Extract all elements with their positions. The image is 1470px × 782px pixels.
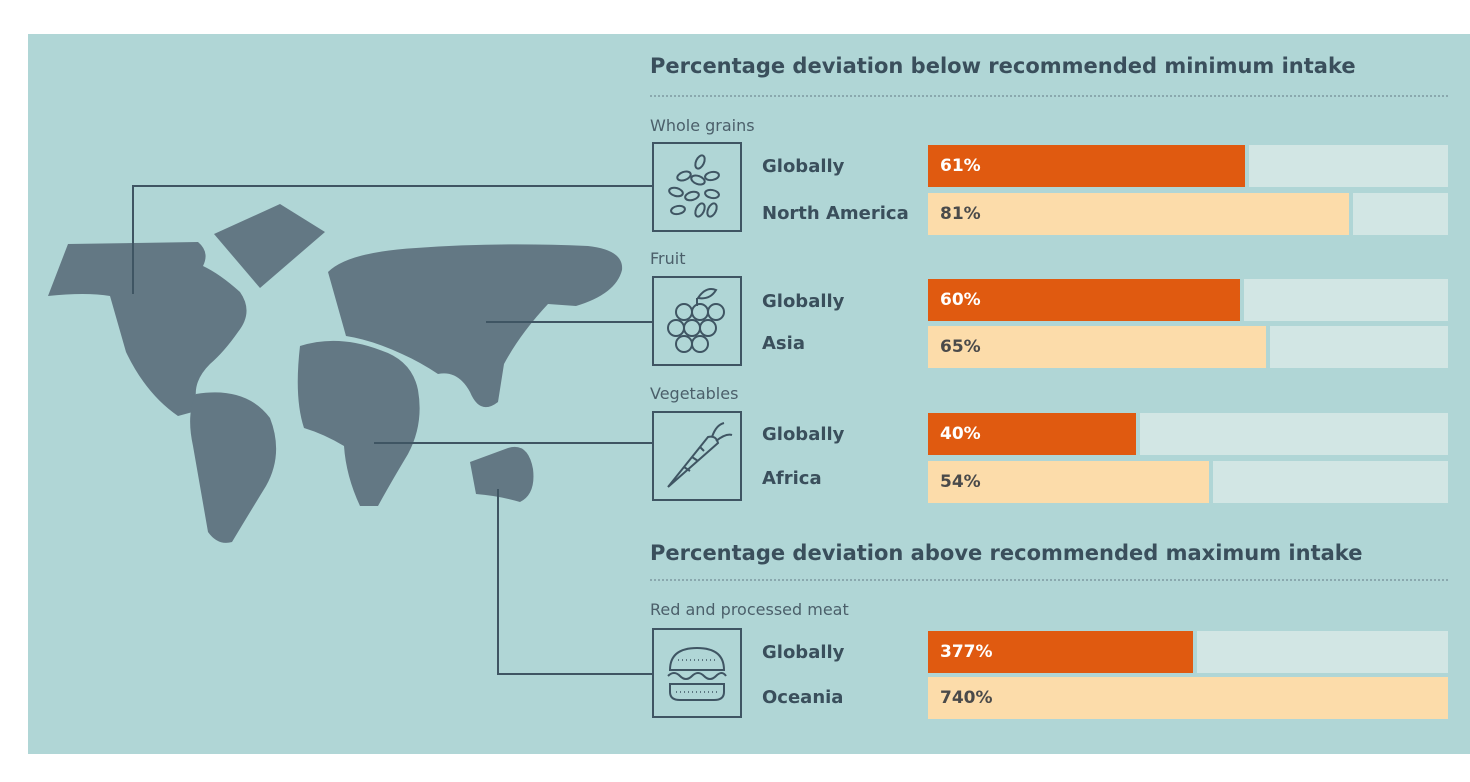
row-label-globally: Globally bbox=[762, 424, 845, 445]
grapes-icon bbox=[652, 276, 742, 366]
bar-track: 81% bbox=[928, 193, 1448, 235]
group-label-fruit: Fruit bbox=[650, 249, 686, 268]
bar-separator bbox=[1266, 326, 1270, 368]
burger-icon bbox=[652, 628, 742, 718]
section-divider bbox=[650, 579, 1448, 581]
bar-separator bbox=[1245, 145, 1249, 187]
section-divider bbox=[650, 95, 1448, 97]
greenland-shape bbox=[214, 204, 325, 288]
bar-value-label: 377% bbox=[940, 642, 993, 662]
bar-value-label: 61% bbox=[940, 156, 981, 176]
south-america-shape bbox=[190, 392, 277, 543]
connector-line-oceania bbox=[497, 489, 652, 675]
bar-vegetables-africa: 54% bbox=[928, 461, 1209, 503]
bar-meat-globally: 377% bbox=[928, 631, 1193, 673]
row-label-globally: Globally bbox=[762, 291, 845, 312]
bar-separator bbox=[1136, 413, 1140, 455]
bar-track: 54% bbox=[928, 461, 1448, 503]
section-title-above-maximum: Percentage deviation above recommended m… bbox=[650, 541, 1363, 565]
bar-whole-grains-globally: 61% bbox=[928, 145, 1245, 187]
bar-value-label: 40% bbox=[940, 424, 981, 444]
bar-separator bbox=[1193, 631, 1197, 673]
bar-track: 61% bbox=[928, 145, 1448, 187]
row-label-asia: Asia bbox=[762, 333, 805, 354]
bar-value-label: 740% bbox=[940, 688, 993, 708]
group-label-whole-grains: Whole grains bbox=[650, 116, 755, 135]
infographic-panel: Percentage deviation below recommended m… bbox=[28, 34, 1470, 754]
carrot-icon bbox=[652, 411, 742, 501]
row-label-north-america: North America bbox=[762, 203, 909, 224]
bar-fruit-asia: 65% bbox=[928, 326, 1266, 368]
bar-separator bbox=[1240, 279, 1244, 321]
bar-fruit-globally: 60% bbox=[928, 279, 1240, 321]
bar-whole-grains-north-america: 81% bbox=[928, 193, 1349, 235]
row-label-globally: Globally bbox=[762, 156, 845, 177]
bar-track: 60% bbox=[928, 279, 1448, 321]
connector-line-north-america bbox=[132, 185, 652, 294]
bar-track: 740% bbox=[928, 677, 1448, 719]
africa-shape bbox=[297, 340, 420, 506]
bar-value-label: 81% bbox=[940, 204, 981, 224]
bar-separator bbox=[1349, 193, 1353, 235]
bar-track: 65% bbox=[928, 326, 1448, 368]
group-label-vegetables: Vegetables bbox=[650, 384, 739, 403]
bar-value-label: 54% bbox=[940, 472, 981, 492]
bar-vegetables-globally: 40% bbox=[928, 413, 1136, 455]
north-america-shape bbox=[48, 242, 247, 416]
bar-value-label: 60% bbox=[940, 290, 981, 310]
row-label-globally: Globally bbox=[762, 642, 845, 663]
oceania-shape bbox=[470, 446, 534, 502]
grain-icon bbox=[652, 142, 742, 232]
bar-track: 40% bbox=[928, 413, 1448, 455]
row-label-africa: Africa bbox=[762, 468, 822, 489]
bar-track: 377% bbox=[928, 631, 1448, 673]
bar-value-label: 65% bbox=[940, 337, 981, 357]
section-title-below-minimum: Percentage deviation below recommended m… bbox=[650, 54, 1356, 78]
eurasia-shape bbox=[328, 244, 623, 408]
bar-meat-oceania: 740% bbox=[928, 677, 1448, 719]
group-label-red-meat: Red and processed meat bbox=[650, 600, 849, 619]
bar-separator bbox=[1209, 461, 1213, 503]
world-map bbox=[48, 185, 652, 675]
row-label-oceania: Oceania bbox=[762, 687, 844, 708]
